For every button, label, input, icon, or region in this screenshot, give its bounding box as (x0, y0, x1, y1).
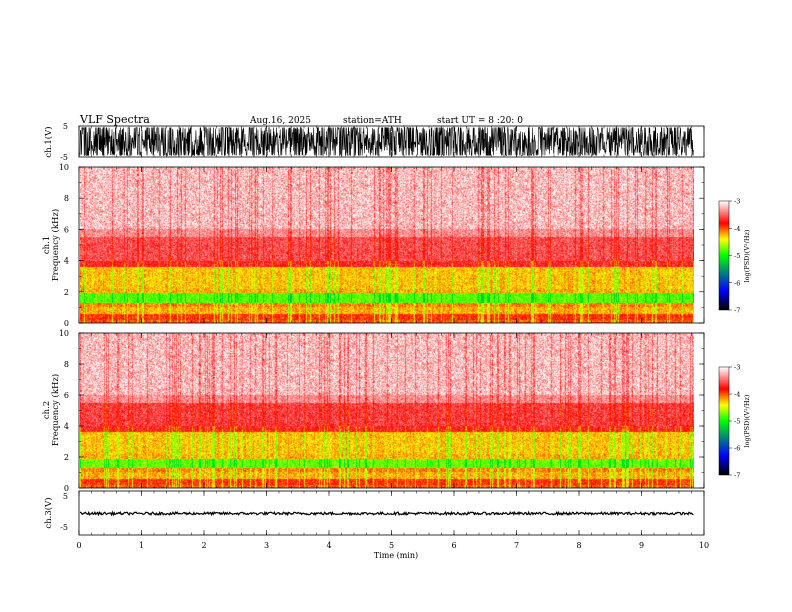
ch1-waveform-ylabel: ch.1(V) (43, 126, 54, 157)
ch1-spectrogram-yticks: 0 2 4 6 8 10 (59, 163, 704, 328)
ch3-waveform-trace (80, 510, 694, 517)
time-tick-label: 0 (76, 541, 81, 550)
ch3-waveform-ylabel: ch.3(V) (43, 497, 54, 528)
frequency-tick-label: 10 (59, 163, 69, 172)
frequency-tick-label: 10 (59, 329, 69, 338)
colorbar-tick-label: -4 (734, 391, 740, 399)
ch2-spectrogram-channel-label: ch.2 (42, 401, 52, 419)
time-tick-label: 5 (389, 541, 394, 550)
colorbar-tick-label: -7 (734, 472, 740, 480)
time-tick-label: 1 (139, 541, 144, 550)
time-tick-label: 8 (576, 541, 581, 550)
start-time-label: start UT = 8 :20: 0 (437, 116, 523, 126)
colorbar-tick-label: -5 (734, 418, 740, 426)
ch1-ytick-bottom: -5 (60, 153, 68, 162)
ch2-colorbar-label: log(PSD)(V²/Hz) (743, 394, 751, 447)
time-axis-label: Time (min) (374, 551, 418, 560)
frequency-tick-label: 4 (64, 422, 69, 431)
time-tick-label: 7 (514, 541, 519, 550)
ch2-spectrogram-image (80, 333, 694, 488)
ch1-colorbar-ticks: -3 -4 -5 -6 -7 (729, 198, 740, 315)
ch1-colorbar-image (719, 201, 729, 310)
frequency-tick-label: 0 (64, 319, 69, 328)
ch1-ytick-top: 5 (63, 122, 68, 131)
ch1-waveform-trace (79, 126, 694, 157)
frequency-tick-label: 6 (64, 225, 69, 234)
colorbar-tick-label: -3 (734, 364, 740, 372)
frequency-tick-label: 4 (64, 257, 69, 266)
frequency-tick-label: 0 (64, 484, 69, 493)
ch3-waveform-panel: 5 -5 ch.3(V) (43, 490, 705, 536)
time-tick-label: 9 (639, 541, 644, 550)
colorbar-tick-label: -5 (734, 252, 740, 260)
ch1-waveform-panel: 5 -5 ch.1(V) (43, 122, 705, 162)
colorbar-tick-label: -4 (734, 225, 740, 233)
ch2-spectrogram-yticks: 0 2 4 6 8 10 (59, 329, 704, 493)
time-tick-label: 10 (699, 541, 709, 550)
frequency-tick-label: 6 (64, 391, 69, 400)
time-tick-label: 6 (451, 541, 456, 550)
ch1-spectrogram-channel-label: ch.1 (42, 236, 52, 254)
time-tick-label: 4 (326, 541, 331, 550)
ch3-ytick-bottom: -5 (60, 523, 68, 532)
frequency-tick-label: 2 (64, 288, 69, 297)
frequency-tick-label: 8 (64, 194, 69, 203)
ch1-spectrogram-image (80, 167, 694, 323)
frequency-tick-label: 2 (64, 453, 69, 462)
frequency-tick-label: 8 (64, 360, 69, 369)
ch2-spectrogram-ylabel: Frequency (kHz) (50, 374, 61, 446)
station-label: station=ATH (343, 116, 402, 126)
ch2-colorbar-image (719, 367, 729, 475)
colorbar-tick-label: -3 (734, 198, 740, 206)
date-label: Aug.16, 2025 (249, 116, 311, 126)
figure-title: VLF Spectra (79, 113, 150, 126)
ch1-spectrogram-ylabel: Frequency (kHz) (50, 209, 61, 281)
colorbar-tick-label: -6 (734, 279, 740, 287)
ch3-ytick-top: 5 (63, 492, 68, 501)
time-axis: 0 1 2 3 4 5 6 7 8 9 10 (76, 126, 709, 550)
ch2-colorbar-ticks: -3 -4 -5 -6 -7 (729, 364, 740, 480)
colorbar-tick-label: -7 (734, 307, 740, 315)
ch1-colorbar-label: log(PSD)(V²/Hz) (743, 229, 751, 282)
time-tick-label: 2 (201, 541, 206, 550)
colorbar-tick-label: -6 (734, 445, 740, 453)
time-tick-label: 3 (264, 541, 269, 550)
